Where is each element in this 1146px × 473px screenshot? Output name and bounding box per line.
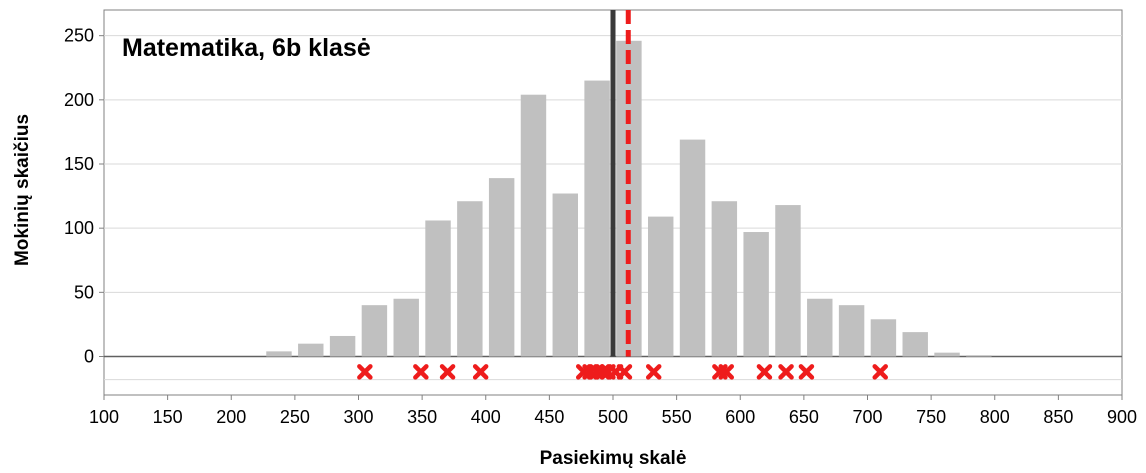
x-tick-label: 100: [89, 407, 119, 427]
student-marker: [645, 364, 662, 380]
histogram-bar: [266, 351, 292, 357]
x-tick-label: 500: [598, 407, 628, 427]
axis-ticks: 100 150 200 250 300 350 400 450 500 550 600 650 700 7…: [64, 26, 1137, 427]
x-tick-label: 600: [725, 407, 755, 427]
histogram-bar: [457, 201, 483, 357]
y-tick-label: 200: [64, 90, 94, 110]
x-tick-label: 900: [1107, 407, 1137, 427]
x-tick-label: 700: [852, 407, 882, 427]
x-tick-label: 450: [534, 407, 564, 427]
x-tick-label: 200: [216, 407, 246, 427]
x-tick-label: 350: [407, 407, 437, 427]
y-tick-label: 50: [74, 282, 94, 302]
histogram-bar: [329, 335, 356, 357]
x-tick-label: 150: [153, 407, 183, 427]
student-marker: [413, 364, 429, 380]
student-markers: [357, 364, 888, 380]
student-marker: [778, 364, 794, 380]
histogram-bar: [807, 298, 833, 357]
histogram-bar: [361, 305, 388, 357]
y-tick-label: 250: [64, 26, 94, 46]
y-tick-label: 150: [64, 154, 94, 174]
student-marker: [357, 364, 373, 380]
x-tick-label: 400: [471, 407, 501, 427]
x-tick-label: 300: [343, 407, 373, 427]
x-tick-label: 800: [980, 407, 1010, 427]
histogram-bar: [775, 205, 801, 357]
x-tick-label: 550: [662, 407, 692, 427]
student-marker: [616, 364, 633, 380]
histogram-bar: [870, 319, 897, 357]
y-axis-label: Mokinių skaičius: [12, 114, 33, 266]
student-marker: [872, 364, 888, 380]
student-marker: [439, 364, 456, 380]
histogram-bar: [552, 193, 579, 357]
x-tick-label: 650: [789, 407, 819, 427]
histogram-bar: [584, 80, 610, 357]
student-marker: [798, 364, 815, 380]
histogram-bar: [743, 232, 769, 357]
histogram-bar: [838, 305, 865, 357]
histogram-bar: [966, 355, 992, 357]
histogram-bar: [298, 343, 324, 357]
x-tick-label: 850: [1043, 407, 1073, 427]
reference-lines: [610, 10, 631, 357]
histogram-bar: [393, 298, 419, 357]
x-tick-label: 750: [916, 407, 946, 427]
chart-title: Matematika, 6b klasė: [122, 34, 371, 62]
histogram-bar: [520, 94, 547, 357]
histogram-bar: [711, 201, 738, 357]
histogram-bar: [902, 332, 928, 357]
x-axis-label: Pasiekimų skalė: [540, 448, 687, 468]
student-marker: [756, 364, 773, 380]
histogram-bar: [425, 220, 451, 357]
student-marker: [718, 364, 735, 380]
histogram-bar: [679, 139, 706, 357]
x-tick-label: 250: [280, 407, 310, 427]
histogram-bar: [934, 352, 960, 357]
histogram-bar: [488, 178, 515, 357]
histogram-bar: [647, 216, 674, 357]
y-tick-label: 100: [64, 218, 94, 238]
y-tick-label: 0: [84, 347, 94, 367]
student-marker: [472, 364, 489, 380]
